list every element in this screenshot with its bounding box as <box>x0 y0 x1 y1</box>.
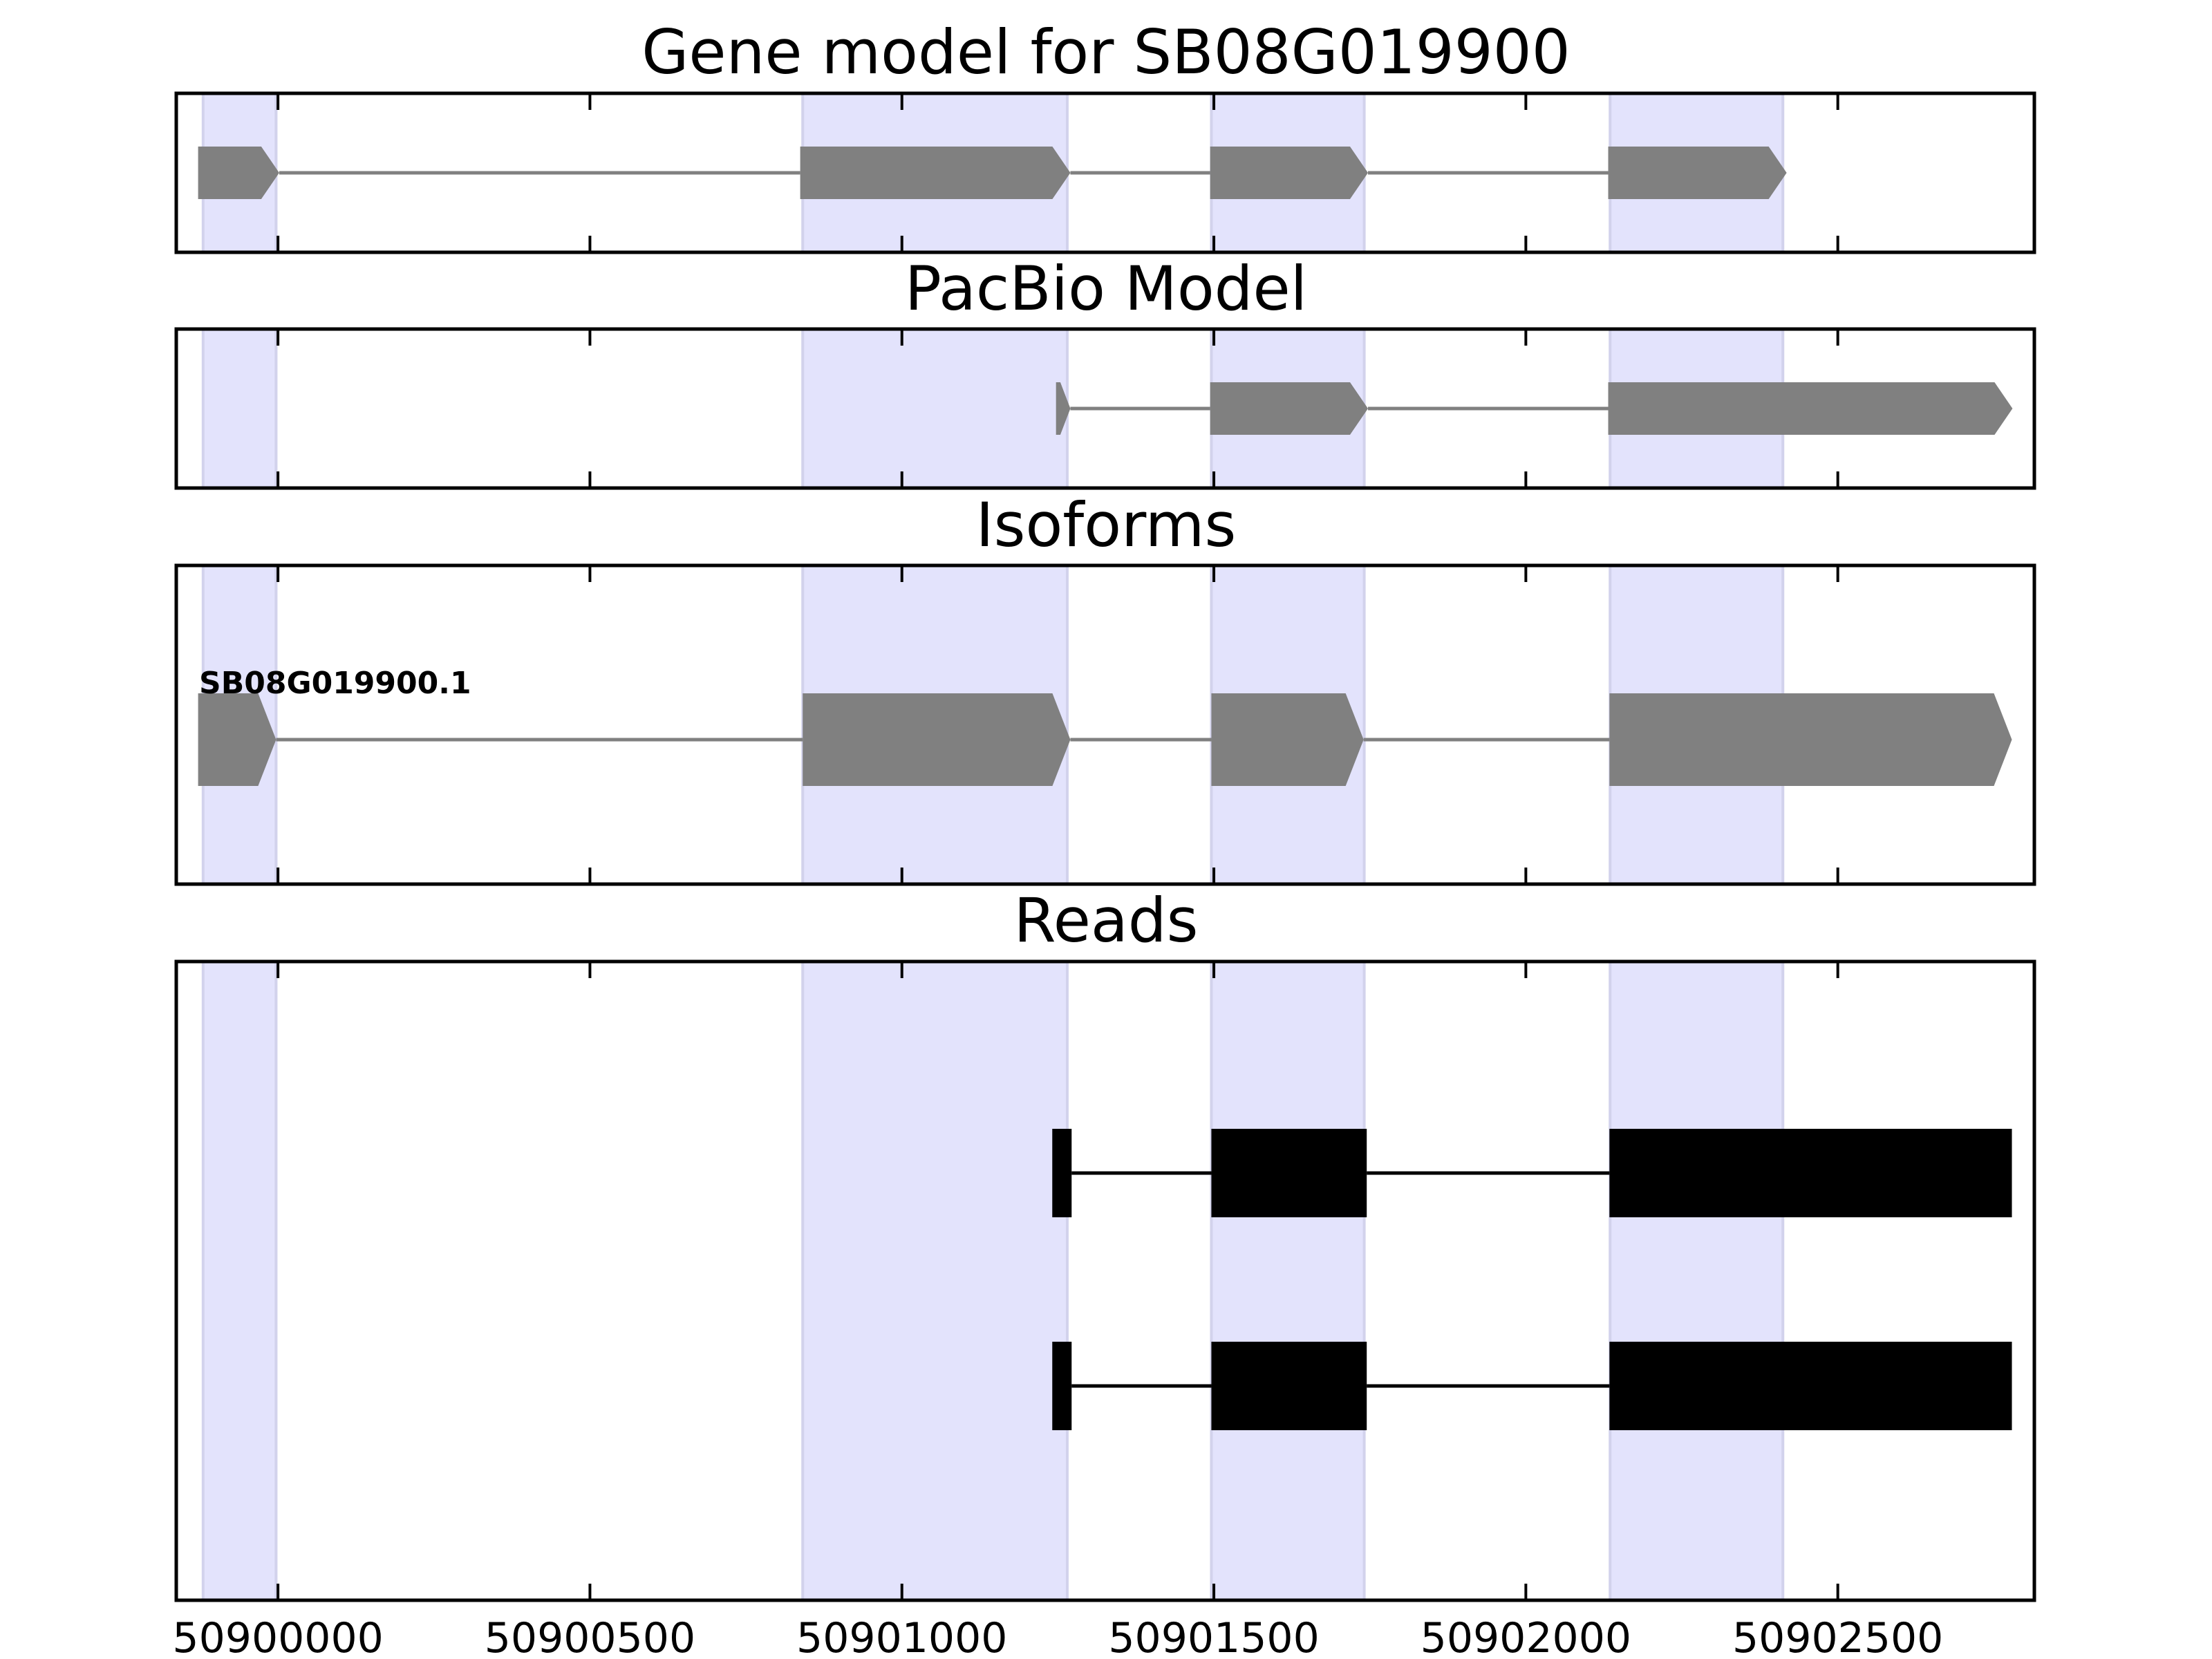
exon-block <box>198 147 279 199</box>
x-tick-label: 50900500 <box>485 1614 695 1659</box>
panel-frame <box>174 959 2036 1602</box>
read-exon-block <box>1609 1342 2012 1430</box>
highlight-region <box>201 960 278 1602</box>
panel-gene-model: Gene model for SB08G019900 <box>174 17 2036 254</box>
panel-title-isoforms: Isoforms <box>976 489 1237 561</box>
exon-block <box>1211 693 1364 786</box>
exon-block <box>1608 382 2013 435</box>
exon-block <box>1210 382 1369 435</box>
panel-frame <box>174 327 2036 490</box>
exon-block <box>803 693 1071 786</box>
panel-reads: Reads <box>174 885 2036 1602</box>
panel-isoforms: Isoforms SB08G019900.1 <box>174 489 2036 886</box>
axis-ticks <box>276 329 1839 488</box>
panel-frame <box>174 563 2036 886</box>
axis-ticks <box>276 962 1839 1600</box>
highlight-region <box>801 328 1069 489</box>
x-tick-label: 50902000 <box>1421 1614 1631 1659</box>
panel-title-reads: Reads <box>1014 885 1199 956</box>
isoform-marks <box>198 693 2012 786</box>
exon-block <box>1056 382 1071 435</box>
reads-marks <box>1052 1129 2012 1430</box>
highlight-region <box>201 328 278 489</box>
gene-model-marks <box>198 147 1787 199</box>
highlight-bands <box>201 328 1785 489</box>
x-tick-label: 50901000 <box>796 1614 1007 1659</box>
isoform-label: SB08G019900.1 <box>199 666 471 701</box>
highlight-region <box>1210 960 1366 1602</box>
highlight-region <box>801 960 1069 1602</box>
panel-title-pacbio-model: PacBio Model <box>905 253 1307 324</box>
panel-frame <box>174 91 2036 254</box>
axis-ticks <box>276 93 1839 252</box>
read-exon-block <box>1609 1129 2012 1217</box>
pacbio-model-marks <box>1056 382 2013 435</box>
x-tick-label: 50901500 <box>1108 1614 1319 1659</box>
read-exon-block <box>1052 1342 1072 1430</box>
read-exon-block <box>1211 1129 1367 1217</box>
exon-block <box>198 693 276 786</box>
panel-title-gene-model: Gene model for SB08G019900 <box>641 17 1571 88</box>
highlight-region <box>1609 960 1785 1602</box>
x-axis-tick-labels: 50900000 50900500 50901000 50901500 50902000… <box>172 1614 1943 1659</box>
exon-block <box>800 147 1071 199</box>
x-tick-label: 50900000 <box>172 1614 383 1659</box>
exon-block <box>1210 147 1369 199</box>
read-exon-block <box>1052 1129 1072 1217</box>
exon-block <box>1608 147 1787 199</box>
axis-ticks <box>276 565 1839 884</box>
exon-block <box>1609 693 2012 786</box>
read-exon-block <box>1211 1342 1367 1430</box>
highlight-bands <box>201 960 1785 1602</box>
x-tick-label: 50902500 <box>1732 1614 1943 1659</box>
panel-pacbio-model: PacBio Model <box>174 253 2036 490</box>
